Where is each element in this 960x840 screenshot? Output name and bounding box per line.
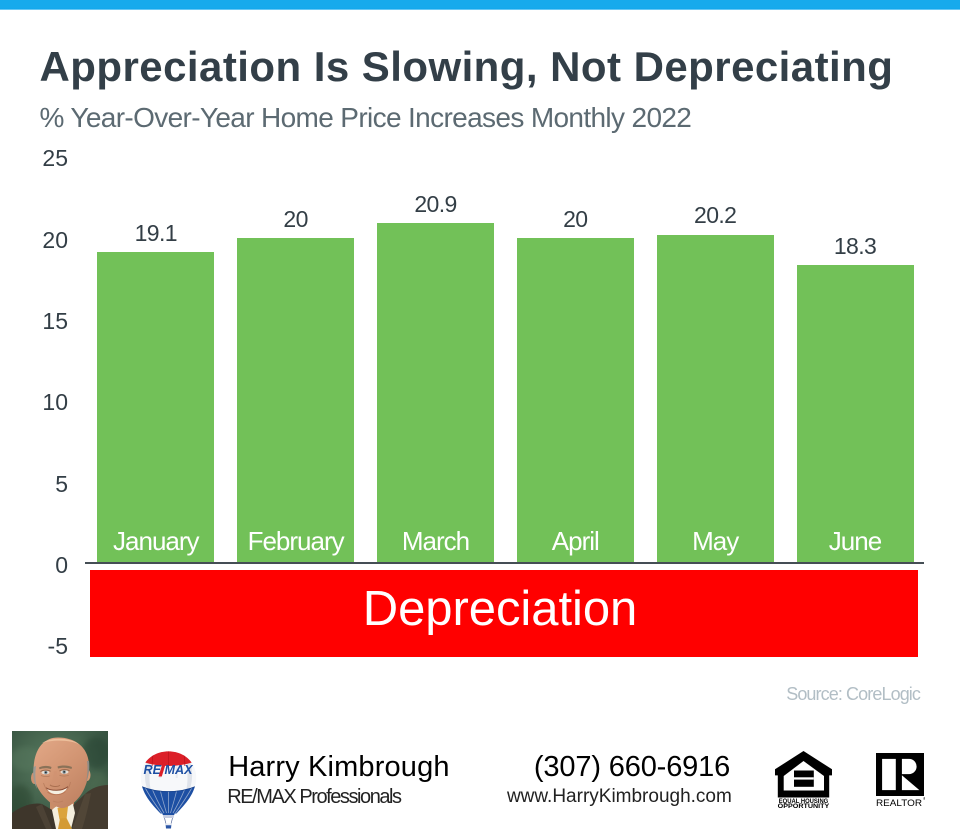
svg-text:REALTOR: REALTOR (876, 798, 922, 807)
svg-text:EQUAL HOUSING: EQUAL HOUSING (779, 798, 829, 805)
svg-text:®: ® (923, 796, 925, 801)
svg-text:OPPORTUNITY: OPPORTUNITY (778, 803, 831, 809)
svg-text:RE MAX: RE MAX (144, 762, 194, 777)
